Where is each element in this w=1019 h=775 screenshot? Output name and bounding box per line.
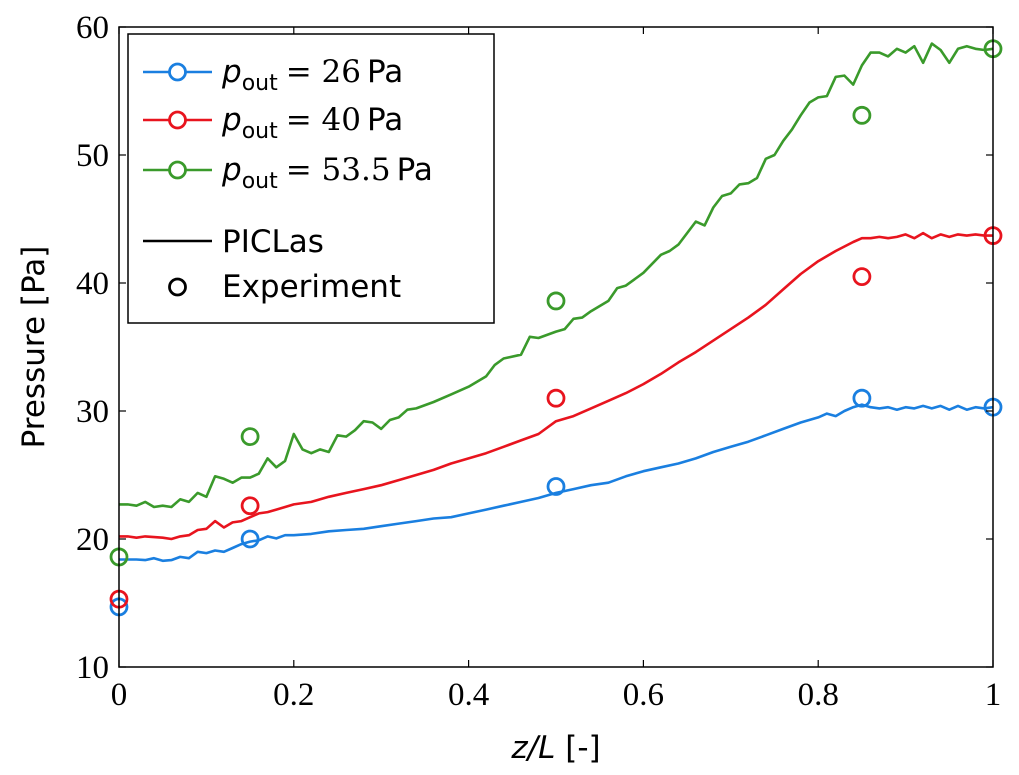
legend-entry-piclas: PICLas — [222, 224, 324, 260]
y-tick-label: 10 — [76, 650, 109, 686]
x-tick-label: 0.8 — [798, 677, 839, 713]
experiment-point-1 — [852, 388, 872, 408]
experiment-point-1 — [546, 477, 566, 496]
x-tick-label: 0 — [111, 677, 128, 713]
y-tick-label: 20 — [76, 522, 109, 558]
y-tick-label: 50 — [76, 138, 109, 174]
y-tick-label: 60 — [76, 10, 109, 46]
y-axis-label: Pressure [Pa] — [16, 246, 52, 449]
experiment-point-2 — [852, 267, 872, 287]
axes-frame — [118, 26, 994, 668]
legend: pout = 26 Pa pout = 40 Pa pout = 53.5 Pa PICLas Ex… — [127, 33, 495, 324]
x-tick-label: 1 — [985, 677, 1002, 713]
experiment-point-1 — [240, 529, 260, 549]
legend-marker-1 — [168, 62, 187, 82]
legend-box — [127, 33, 495, 324]
legend-entry-1: pout = 26 Pa — [221, 54, 403, 96]
y-tick-label: 40 — [76, 266, 109, 302]
legend-marker-experiment — [168, 277, 187, 297]
x-axis-label-var: z/L — [510, 730, 555, 766]
x-tick-label: 0.6 — [623, 677, 664, 713]
series-line-3 — [119, 42, 994, 509]
y-tick-label: 30 — [76, 394, 109, 430]
series-line-2 — [119, 231, 993, 541]
legend-entry-experiment: Experiment — [222, 269, 401, 305]
legend-marker-2 — [168, 110, 187, 130]
legend-entry-2: pout = 40 Pa — [221, 102, 403, 144]
series-line-1 — [119, 403, 994, 563]
experiment-point-2 — [240, 496, 260, 516]
legend-entry-3: pout = 53.5 Pa — [221, 152, 433, 194]
x-tick-label: 0.2 — [273, 677, 314, 713]
x-tick-label: 0.4 — [448, 677, 489, 713]
experiment-point-3 — [546, 291, 566, 311]
axis-ticks: 0 0.2 0.4 0.6 0.8 1 10 20 30 40 50 60 — [76, 10, 1001, 713]
experiment-point-3 — [240, 427, 260, 447]
legend-marker-3 — [168, 160, 187, 180]
x-axis-label: z/L [-] — [510, 730, 600, 766]
x-axis-label-unit: [-] — [555, 730, 600, 766]
experiment-point-3 — [852, 105, 872, 125]
experiment-point-2 — [546, 388, 566, 408]
